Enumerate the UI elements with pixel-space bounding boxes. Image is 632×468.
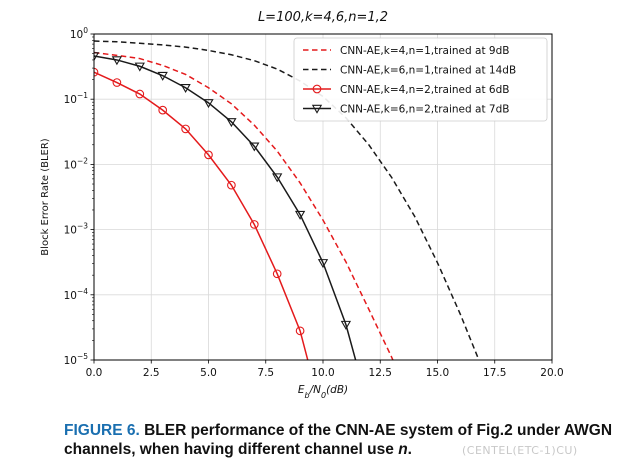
y-tick-label: 10−1 [64,91,89,106]
series-4-point [317,259,329,269]
y-tick-label: 10−5 [64,352,89,367]
series-line-4 [94,55,357,360]
figure-label: FIGURE 6. [64,422,140,439]
series-4-point [111,56,123,66]
chart-title: L=100,k=4,6,n=1,2 [258,10,388,25]
series-4-point [294,210,306,220]
x-tick-label: 0.0 [86,367,103,379]
legend-label: CNN-AE,k=6,n=1,trained at 14dB [340,65,516,77]
legend-box [293,37,548,122]
series-line-3 [94,71,309,360]
x-tick-label: 20.0 [540,367,563,379]
legend-marker [312,84,322,94]
caption-italic-n: n [398,441,408,458]
series-3-point [295,326,305,336]
series-3-point [272,269,282,279]
x-tick-label: 17.5 [483,367,506,379]
bler-chart: L=100,k=4,6,n=1,2 0.0 2.5 5.0 7.5 10.0 12.5 15… [40,10,564,400]
y-tick-label: 10−4 [64,287,89,302]
legend-label: CNN-AE,k=4,n=1,trained at 9dB [340,45,509,57]
series-4-point [272,173,283,183]
caption-period: . [407,441,412,458]
series-3-point [158,105,168,115]
series-4-point [180,84,191,94]
series-4-point [203,99,214,109]
figure-caption: FIGURE 6. BLER performance of the CNN-AE… [64,421,624,459]
x-tick-label: 2.5 [143,367,160,379]
y-tick-label: 10−3 [64,222,89,237]
watermark: (CENTEL(ETC-1)CU) [462,444,578,457]
y-axis-label: Block Error Rate (BLER) [40,138,51,255]
series-3-point [94,67,99,77]
series-3-point [227,180,236,190]
y-tick-label: 100 [70,26,88,41]
series-4-point [94,52,100,62]
ticks: 0.0 2.5 5.0 7.5 10.0 12.5 15.0 17.5 20.0 100 10−1 1… [64,26,564,379]
legend: CNN-AE,k=4,n=1,trained at 9dB CNN-AE,k=6,… [293,37,548,122]
series-line-1 [94,51,394,360]
x-tick-label: 12.5 [369,367,392,379]
series-3-point [181,124,190,134]
y-tick-label: 10−2 [64,156,89,171]
legend-label: CNN-AE,k=4,n=2,trained at 6dB [340,84,509,96]
x-tick-label: 15.0 [426,367,449,379]
series-4-point [134,62,145,72]
series-3-point [135,89,145,99]
series-4-point [226,118,237,128]
series-4-point [340,320,352,330]
x-axis-label: Eb/N0(dB) [298,384,348,400]
series-4-point [249,142,260,152]
x-tick-label: 10.0 [311,367,334,379]
x-tick-label: 7.5 [257,367,274,379]
caption-text: BLER performance of the CNN-AE system of… [64,422,613,458]
series-3-point [204,150,213,160]
legend-label: CNN-AE,k=6,n=2,trained at 7dB [340,104,509,116]
series-4-point [157,71,168,81]
legend-marker [311,104,323,114]
series-3-point [112,78,122,87]
x-tick-label: 5.0 [200,367,217,379]
series-3-point [249,220,259,229]
